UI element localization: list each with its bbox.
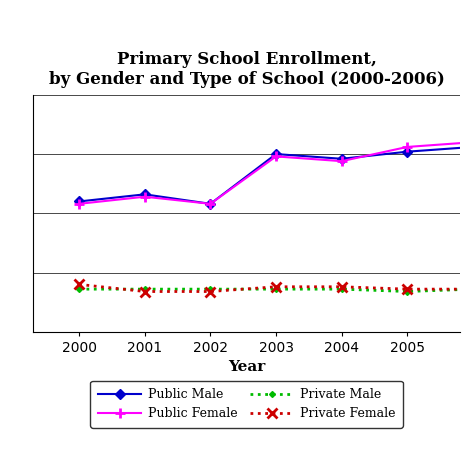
Line: Private Male: Private Male <box>77 287 474 293</box>
Private Female <box>470 286 474 292</box>
Private Female <box>208 289 213 294</box>
Public Female <box>76 201 82 207</box>
Line: Public Male: Public Male <box>76 144 474 207</box>
Public Male <box>404 149 410 155</box>
Private Female <box>76 282 82 287</box>
Private Female <box>404 286 410 292</box>
Private Male <box>208 286 213 292</box>
Public Female <box>339 158 345 164</box>
Legend: Public Male, Public Female, Private Male, Private Female: Public Male, Public Female, Private Male… <box>90 381 403 428</box>
Private Female <box>142 289 147 294</box>
Public Female <box>404 144 410 150</box>
Private Male <box>142 286 147 292</box>
Private Female <box>273 284 279 290</box>
Private Male <box>470 286 474 292</box>
Public Male <box>76 199 82 204</box>
Line: Private Female: Private Female <box>74 280 474 296</box>
Private Female <box>339 284 345 290</box>
Title: Primary School Enrollment,
by Gender and Type of School (2000-2006): Primary School Enrollment, by Gender and… <box>48 51 445 88</box>
Public Female <box>208 201 213 207</box>
Private Male <box>76 286 82 292</box>
Line: Public Female: Public Female <box>74 137 474 209</box>
Public Male <box>339 156 345 162</box>
Public Male <box>273 151 279 157</box>
X-axis label: Year: Year <box>228 360 265 374</box>
Private Male <box>339 286 345 292</box>
Public Male <box>142 191 147 197</box>
Public Female <box>142 194 147 200</box>
Public Female <box>273 154 279 159</box>
Public Male <box>208 201 213 207</box>
Private Male <box>273 286 279 292</box>
Public Male <box>470 144 474 150</box>
Public Female <box>470 139 474 145</box>
Private Male <box>404 289 410 294</box>
